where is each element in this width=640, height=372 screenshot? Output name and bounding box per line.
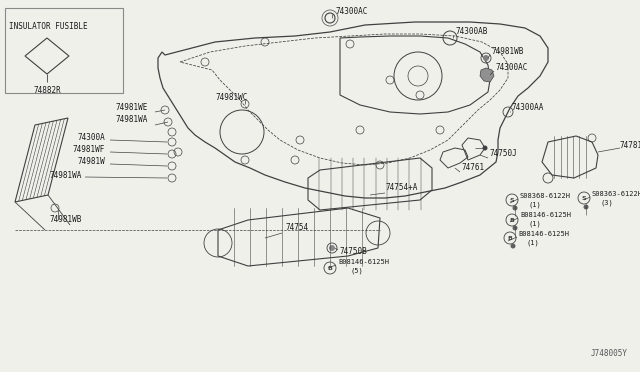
Text: 74754+A: 74754+A <box>386 183 419 192</box>
Circle shape <box>511 244 515 248</box>
Text: B08146-6125H: B08146-6125H <box>520 212 571 218</box>
Text: 74781: 74781 <box>620 141 640 150</box>
Circle shape <box>329 245 335 251</box>
Text: 74300A: 74300A <box>77 134 105 142</box>
Text: 74981WA: 74981WA <box>116 115 148 125</box>
Text: 74981W: 74981W <box>77 157 105 167</box>
Text: 74754: 74754 <box>285 224 308 232</box>
Text: 74300AC: 74300AC <box>496 64 529 73</box>
Text: 74750J: 74750J <box>490 150 518 158</box>
Bar <box>5 8 123 93</box>
Text: 74981WB: 74981WB <box>50 215 83 224</box>
Text: B: B <box>509 218 515 222</box>
Text: 74882R: 74882R <box>33 86 61 95</box>
Text: B: B <box>328 266 332 270</box>
Text: (3): (3) <box>600 200 612 206</box>
Text: 74981WB: 74981WB <box>492 48 524 57</box>
Text: S: S <box>509 198 515 202</box>
Polygon shape <box>480 68 494 82</box>
Text: 74981WC: 74981WC <box>215 93 248 103</box>
Text: S08363-6122H: S08363-6122H <box>592 191 640 197</box>
Text: 74981WA: 74981WA <box>50 170 82 180</box>
Text: B08146-6125H: B08146-6125H <box>338 259 389 265</box>
Text: 74300AB: 74300AB <box>456 28 488 36</box>
Text: B: B <box>508 235 513 241</box>
Text: J748005Y: J748005Y <box>591 349 628 358</box>
Text: (5): (5) <box>350 268 363 274</box>
Circle shape <box>513 225 518 231</box>
Text: 74981WF: 74981WF <box>72 145 105 154</box>
Text: 74750B: 74750B <box>340 247 368 257</box>
Text: 74981WE: 74981WE <box>116 103 148 112</box>
Text: 74761: 74761 <box>462 164 485 173</box>
Circle shape <box>584 205 589 209</box>
Text: S: S <box>582 196 586 201</box>
Circle shape <box>483 55 489 61</box>
Text: (1): (1) <box>528 202 541 208</box>
Circle shape <box>513 205 518 211</box>
Text: B08146-6125H: B08146-6125H <box>518 231 569 237</box>
Circle shape <box>483 145 488 151</box>
Text: 74300AC: 74300AC <box>335 7 367 16</box>
Text: (1): (1) <box>528 221 541 227</box>
Text: 74300AA: 74300AA <box>512 103 545 112</box>
Text: (1): (1) <box>527 240 540 246</box>
Text: INSULATOR FUSIBLE: INSULATOR FUSIBLE <box>9 22 88 31</box>
Text: S08368-6122H: S08368-6122H <box>520 193 571 199</box>
